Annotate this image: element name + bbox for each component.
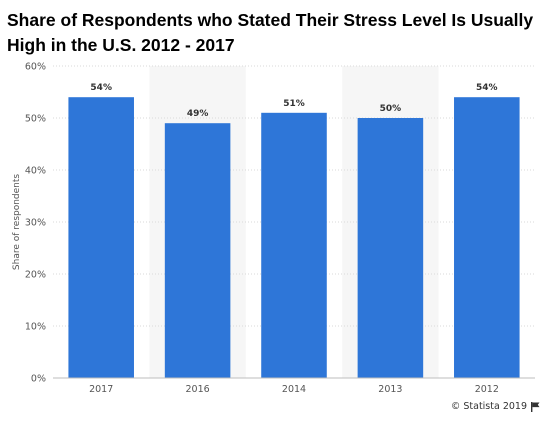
x-tick-label: 2017	[89, 384, 113, 395]
y-tick-label: 60%	[25, 62, 46, 73]
y-axis-label: Share of respondents	[12, 174, 22, 271]
chart-title: Share of Respondents who Stated Their St…	[7, 10, 534, 55]
bar	[261, 112, 327, 379]
statista-credit[interactable]: © Statista 2019	[451, 401, 540, 412]
x-tick-label: 2014	[282, 384, 306, 395]
y-tick-label: 40%	[25, 166, 46, 177]
data-label: 51%	[283, 99, 305, 109]
x-tick-label: 2012	[475, 384, 499, 395]
bar	[68, 97, 134, 378]
data-label: 54%	[476, 83, 498, 93]
y-tick-label: 10%	[25, 322, 46, 333]
data-label: 50%	[380, 104, 402, 114]
flag-icon	[531, 401, 540, 412]
y-tick-label: 0%	[31, 374, 46, 385]
x-tick-label: 2016	[186, 384, 210, 395]
y-tick-label: 30%	[25, 218, 46, 229]
data-label: 49%	[187, 109, 209, 119]
y-tick-label: 20%	[25, 270, 46, 281]
bar	[164, 123, 231, 378]
bar	[357, 118, 424, 378]
bar	[454, 97, 520, 378]
y-tick-label: 50%	[25, 114, 46, 125]
data-label: 54%	[90, 83, 112, 93]
credit-text: © Statista 2019	[450, 401, 527, 412]
x-tick-label: 2013	[378, 384, 402, 395]
